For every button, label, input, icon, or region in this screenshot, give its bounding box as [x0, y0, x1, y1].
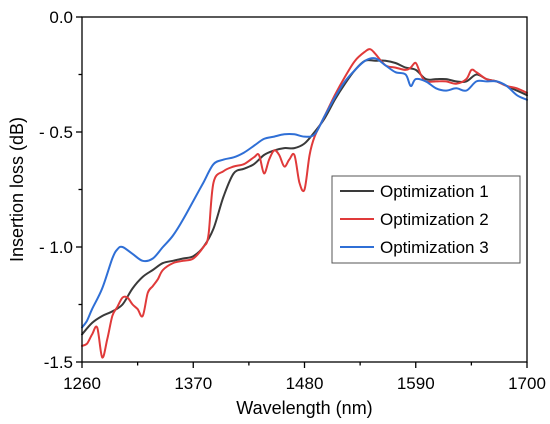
legend-label-3: Optimization 3	[380, 238, 489, 257]
series-line-2	[81, 48, 528, 359]
x-tick-label: 1480	[286, 374, 324, 393]
y-tick-label: -1.5	[44, 353, 73, 372]
x-axis-title: Wavelength (nm)	[236, 398, 372, 418]
legend-items: Optimization 1 Optimization 2 Optimization…	[340, 182, 489, 257]
x-tick-label: 1260	[63, 374, 101, 393]
plot-frame	[81, 16, 528, 363]
y-tick-label: - 0.5	[39, 123, 73, 142]
ticks-layer: 1260 1370 1480 1590 1700 0.0 - 0.5 - 1.0 -1.5	[39, 8, 546, 393]
legend-label-2: Optimization 2	[380, 210, 489, 229]
series-line-3	[81, 57, 528, 329]
series-layer	[81, 48, 528, 359]
legend-label-1: Optimization 1	[380, 182, 489, 201]
series-line-1	[81, 59, 528, 336]
legend: Optimization 1 Optimization 2 Optimization…	[331, 175, 521, 264]
x-tick-label: 1700	[508, 374, 546, 393]
x-tick-label: 1370	[174, 374, 212, 393]
x-tick-label: 1590	[397, 374, 435, 393]
y-axis-title: Insertion loss (dB)	[7, 117, 27, 262]
y-tick-label: 0.0	[49, 8, 73, 27]
y-tick-label: - 1.0	[39, 238, 73, 257]
